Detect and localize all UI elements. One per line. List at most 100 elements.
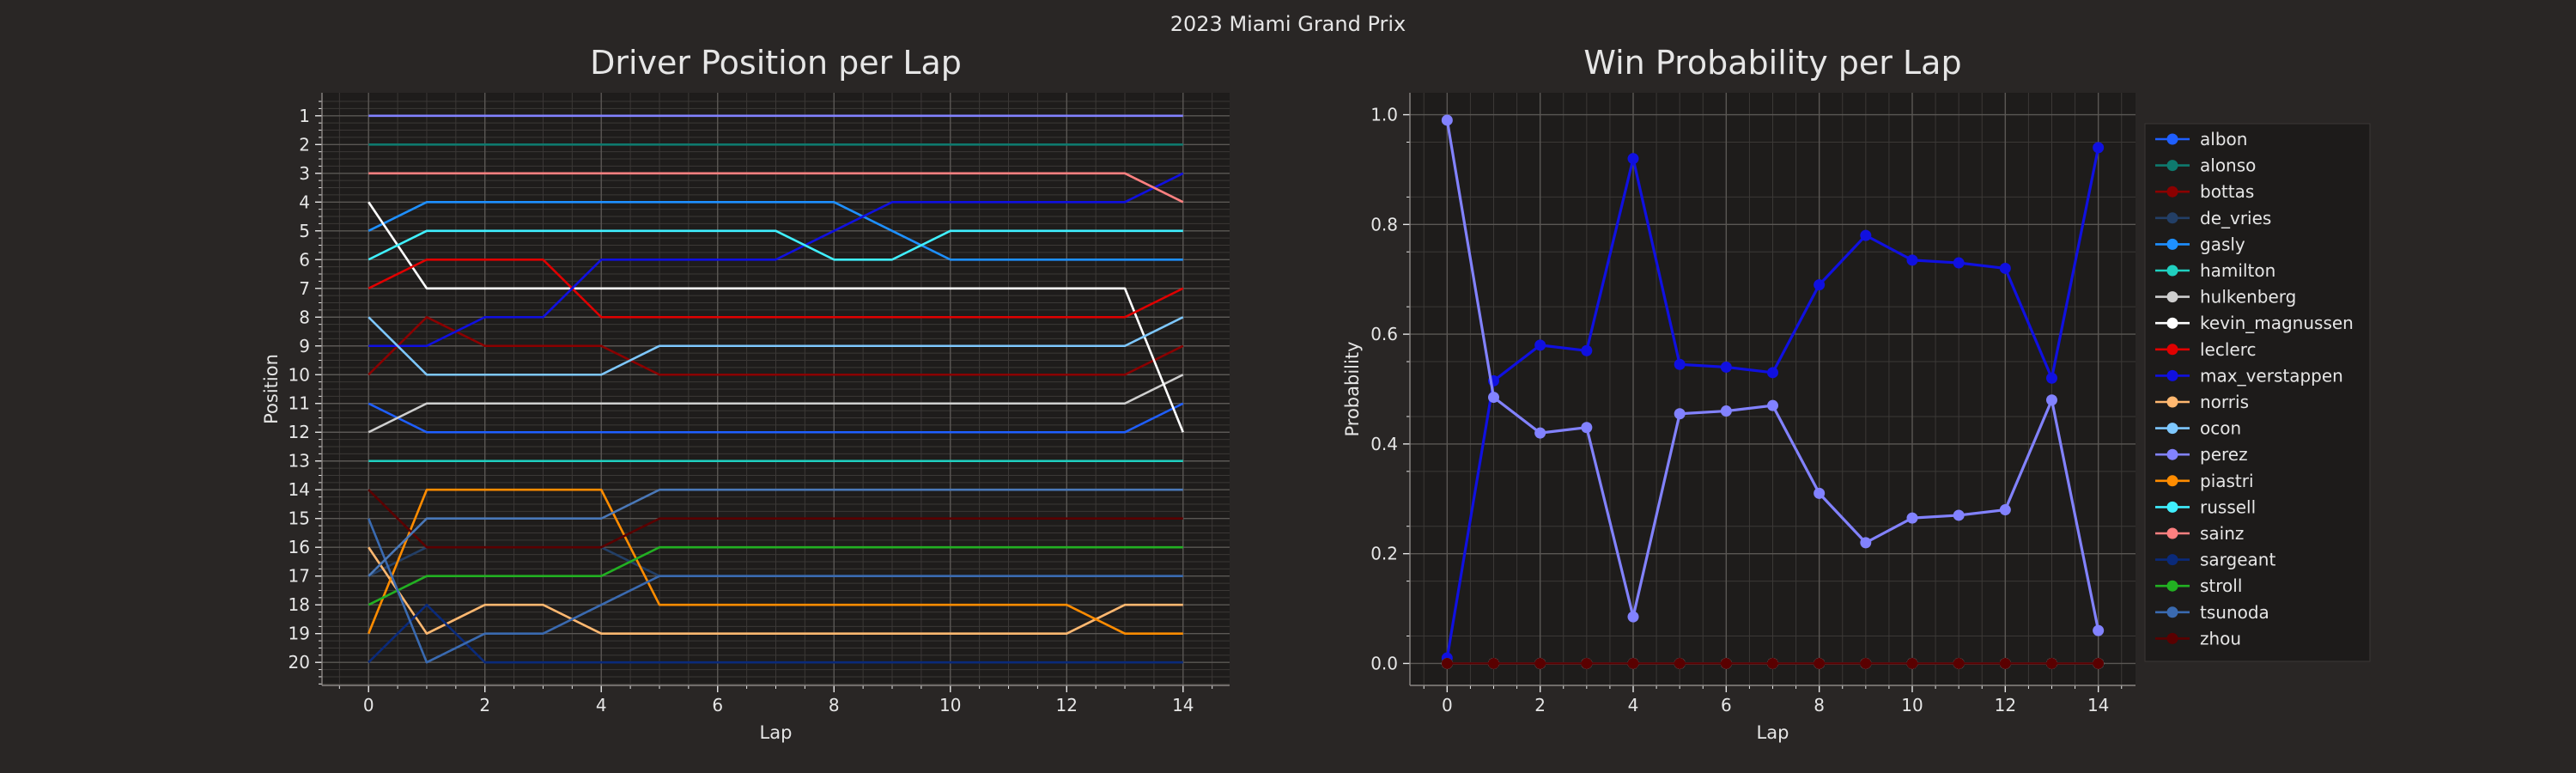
data-point-perez [1627,611,1639,623]
series-line-driver-11 [368,316,1184,376]
y-tick-label: 17 [289,566,310,587]
y-tick-label: 18 [289,594,310,615]
legend-label-ocon: ocon [2200,418,2241,439]
data-point-zhou [1720,657,1732,669]
legend-label-alonso: alonso [2200,155,2256,176]
x-tick-label: 12 [1056,695,1078,715]
data-point-perez [1860,537,1872,549]
data-point-perez [2093,624,2105,636]
y-tick-label: 5 [299,221,310,241]
legend-marker-kevin_magnussen [2166,317,2178,329]
legend-label-bottas: bottas [2200,181,2254,202]
legend-marker-norris [2166,396,2178,408]
chart-title: Driver Position per Lap [590,44,962,82]
y-tick-label: 15 [289,508,310,529]
x-tick-label: 0 [363,695,374,715]
series-line-driver-19 [368,489,1183,549]
y-tick-label: 7 [299,278,310,299]
legend-label-gasly: gasly [2200,234,2245,254]
data-point-perez [1999,504,2011,516]
y-tick-label: 11 [289,393,310,414]
data-point-max_verstappen [2093,142,2105,154]
x-tick-label: 8 [829,695,840,715]
chart-title: Win Probability per Lap [1583,44,1961,82]
x-tick-label: 14 [1172,695,1194,715]
data-point-max_verstappen [2046,372,2057,384]
series-line-driver-8 [368,258,1184,319]
series-line-driver-4 [368,200,1183,261]
data-point-zhou [1953,657,1965,669]
data-point-zhou [2046,657,2057,669]
series-line-driver-17 [368,545,1183,606]
y-tick-label: 3 [299,163,310,184]
y-tick-label: 1 [299,106,310,126]
y-tick-label: 10 [289,364,310,385]
legend-marker-hamilton [2166,265,2178,277]
y-axis-label: Position [261,354,282,424]
series-line-driver-13 [368,488,1183,636]
series-line-driver-9 [368,172,1184,348]
y-tick-label: 12 [289,422,310,442]
x-tick-label: 10 [939,695,961,715]
series-line-driver-6 [368,374,1184,434]
legend-marker-gasly [2166,238,2178,250]
legend-marker-ocon [2166,423,2178,435]
legend-label-hulkenberg: hulkenberg [2200,287,2296,307]
legend-label-sainz: sainz [2200,523,2244,544]
x-tick-label: 10 [1901,695,1923,715]
legend-label-leclerc: leclerc [2200,339,2257,360]
legend-marker-albon [2166,133,2178,145]
data-point-zhou [1488,657,1499,669]
legend-marker-de_vries [2166,212,2178,224]
data-point-zhou [1999,657,2011,669]
legend-marker-bottas [2166,186,2178,198]
data-point-zhou [1814,657,1826,669]
y-tick-label: 0.6 [1370,324,1398,344]
data-point-max_verstappen [1953,257,1965,269]
data-point-max_verstappen [1720,361,1732,373]
y-tick-label: 0.2 [1370,544,1398,564]
legend-label-piastri: piastri [2200,471,2254,491]
data-point-zhou [1860,657,1872,669]
legend-label-kevin_magnussen: kevin_magnussen [2200,313,2354,333]
data-point-perez [1814,487,1826,499]
data-point-perez [2046,394,2057,406]
legend-marker-piastri [2166,475,2178,487]
y-tick-label: 0.4 [1370,434,1398,454]
x-tick-label: 6 [712,695,723,715]
data-point-zhou [1581,657,1593,669]
legend-marker-leclerc [2166,344,2178,356]
series-line-driver-15 [368,172,1184,204]
data-point-max_verstappen [1767,367,1778,379]
data-point-max_verstappen [1999,262,2011,274]
legend-label-stroll: stroll [2200,575,2242,596]
legend-marker-zhou [2166,632,2178,644]
legend-box [2144,123,2371,662]
legend-marker-stroll [2166,580,2178,592]
x-tick-label: 2 [1534,695,1546,715]
data-point-perez [1953,509,1965,521]
legend-label-zhou: zhou [2200,628,2241,648]
data-point-max_verstappen [1906,254,1918,266]
legend-marker-tsunoda [2166,606,2178,618]
legend-label-sargeant: sargeant [2200,550,2275,570]
data-point-max_verstappen [1674,358,1686,370]
x-tick-label: 4 [1628,695,1639,715]
data-point-zhou [1441,657,1453,669]
legend-marker-alonso [2166,160,2178,172]
y-tick-label: 0.8 [1370,214,1398,234]
y-tick-label: 6 [299,249,310,270]
legend-marker-sainz [2166,527,2178,539]
data-point-zhou [1906,657,1918,669]
position-chart: 0 2 4 6 8 10 12 1412345678910111213141516171819… [261,44,1230,743]
y-tick-label: 1.0 [1370,105,1398,125]
data-point-max_verstappen [1581,344,1593,356]
x-tick-label: 0 [1442,695,1453,715]
data-point-perez [1581,422,1593,434]
data-point-perez [1534,427,1546,439]
x-tick-label: 6 [1721,695,1732,715]
legend-label-norris: norris [2200,392,2249,412]
x-tick-label: 12 [1995,695,2016,715]
